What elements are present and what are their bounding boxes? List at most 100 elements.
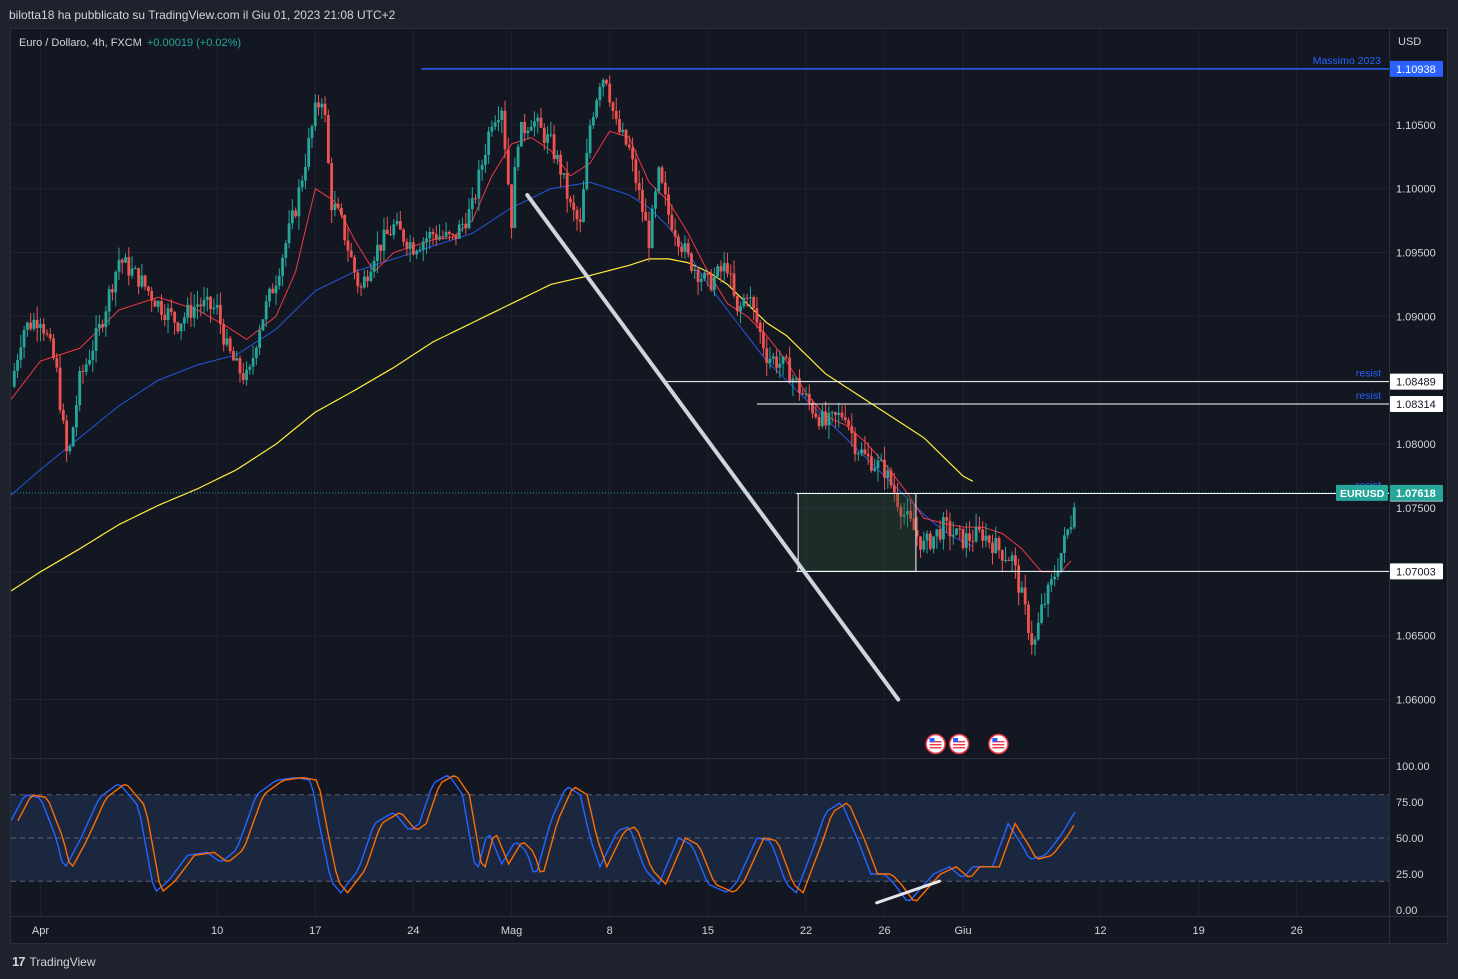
candle-body	[1056, 570, 1060, 577]
candle-body	[631, 147, 635, 160]
candle-body	[405, 241, 409, 249]
candle-body	[461, 223, 464, 225]
candle-body	[343, 215, 347, 241]
candle-body	[964, 533, 968, 548]
candle-body	[215, 304, 219, 308]
time-tick-label: Mag	[501, 925, 522, 937]
price-label-bg	[1390, 373, 1443, 390]
candle-body	[251, 358, 255, 367]
candle-body	[353, 257, 356, 273]
candle-body	[798, 378, 801, 394]
us-flag-event-icon	[948, 733, 970, 755]
candle-body	[65, 420, 69, 452]
price-tick-label: 1.09500	[1396, 248, 1436, 260]
candle-body	[97, 324, 101, 329]
flag-canton	[953, 738, 959, 742]
candle-body	[362, 276, 366, 288]
candle-body	[307, 138, 311, 167]
candle-body	[1066, 529, 1070, 536]
candle-body	[212, 307, 216, 310]
flag-canton	[992, 738, 998, 742]
publish-text: bilotta18 ha pubblicato su TradingView.c…	[9, 8, 396, 22]
candle-body	[762, 332, 765, 349]
candle-body	[650, 208, 654, 248]
candle-body	[45, 333, 49, 335]
candle-body	[634, 159, 638, 184]
price-label-text: 1.08489	[1396, 377, 1436, 389]
candle-body	[245, 369, 248, 381]
chart-svg[interactable]: Massimo 2023resistresistresist 1.105001.…	[10, 29, 1447, 943]
candle-body	[663, 182, 667, 195]
candle-body	[150, 291, 154, 301]
axes: 1.105001.100001.095001.090001.085001.080…	[32, 36, 1443, 937]
candle-body	[330, 162, 334, 211]
price-tick-label: 1.06000	[1396, 695, 1436, 707]
flag-stripe	[929, 744, 942, 746]
stoch-k-line	[10, 774, 1076, 902]
candle-body	[16, 359, 19, 371]
candle-body	[326, 115, 330, 163]
price-label-massimo-2023: 1.10938	[1390, 60, 1443, 77]
price-label-bg	[1390, 60, 1443, 77]
candle-body	[114, 271, 118, 293]
candle-body	[977, 527, 981, 530]
candle-body	[186, 304, 190, 318]
stoch-lines	[10, 774, 1076, 905]
candle-body	[853, 433, 857, 455]
candle-body	[915, 530, 919, 537]
price-tick-label: 1.08000	[1396, 439, 1436, 451]
us-flag-event-icon	[988, 733, 1009, 755]
candle-body	[572, 202, 576, 211]
candle-body	[627, 144, 631, 148]
candle-body	[313, 102, 317, 127]
candle-body	[719, 266, 723, 272]
level-label-massimo-2023: Massimo 2023	[1313, 55, 1381, 67]
candle-body	[1053, 576, 1057, 580]
candle-body	[428, 231, 432, 239]
publish-bar: bilotta18 ha pubblicato su TradingView.c…	[0, 0, 1458, 28]
candle-body	[703, 272, 706, 279]
candle-body	[300, 180, 304, 188]
candle-body	[834, 412, 837, 415]
bottom-bar	[0, 944, 1458, 979]
time-axis-divider	[11, 916, 1447, 917]
candle-body	[1010, 555, 1014, 562]
candle-body	[742, 297, 746, 307]
candle-body	[850, 425, 854, 434]
candle-body	[601, 79, 605, 87]
candle-body	[771, 356, 775, 359]
candle-body	[408, 242, 412, 249]
candle-body	[748, 297, 752, 299]
candle-body	[235, 358, 239, 361]
candle-body	[421, 241, 425, 250]
price-tick-label: 1.07500	[1396, 503, 1436, 515]
candle-body	[42, 324, 46, 334]
candle-body	[271, 288, 275, 294]
candle-body	[1069, 527, 1073, 530]
brand-text: TradingView	[29, 954, 96, 969]
candle-body	[68, 446, 72, 452]
candle-body	[552, 134, 556, 160]
candle-body	[1020, 587, 1024, 593]
time-tick-label: 8	[607, 925, 613, 937]
price-tick-label: 1.09000	[1396, 311, 1436, 323]
candle-body	[19, 347, 23, 360]
price-tick-label: 1.06500	[1396, 631, 1436, 643]
candle-body	[562, 173, 566, 175]
candle-body	[359, 286, 363, 288]
candle-body	[605, 79, 608, 84]
candle-body	[264, 301, 268, 320]
candle-body	[637, 183, 641, 190]
candle-body	[173, 311, 176, 323]
chart-frame[interactable]: Massimo 2023resistresistresist 1.105001.…	[10, 28, 1448, 944]
price-label-bg	[1390, 563, 1443, 580]
candle-body	[317, 102, 320, 108]
candle-body	[1013, 555, 1017, 566]
level-label-resist-2: resist	[1356, 390, 1381, 402]
candle-body	[827, 412, 831, 426]
candle-body	[768, 358, 772, 363]
symbol-title[interactable]: Euro / Dollaro, 4h, FXCM	[19, 37, 142, 49]
candle-body	[539, 117, 543, 128]
tradingview-brand[interactable]: 17 TradingView	[12, 954, 96, 969]
candle-body	[228, 338, 232, 352]
